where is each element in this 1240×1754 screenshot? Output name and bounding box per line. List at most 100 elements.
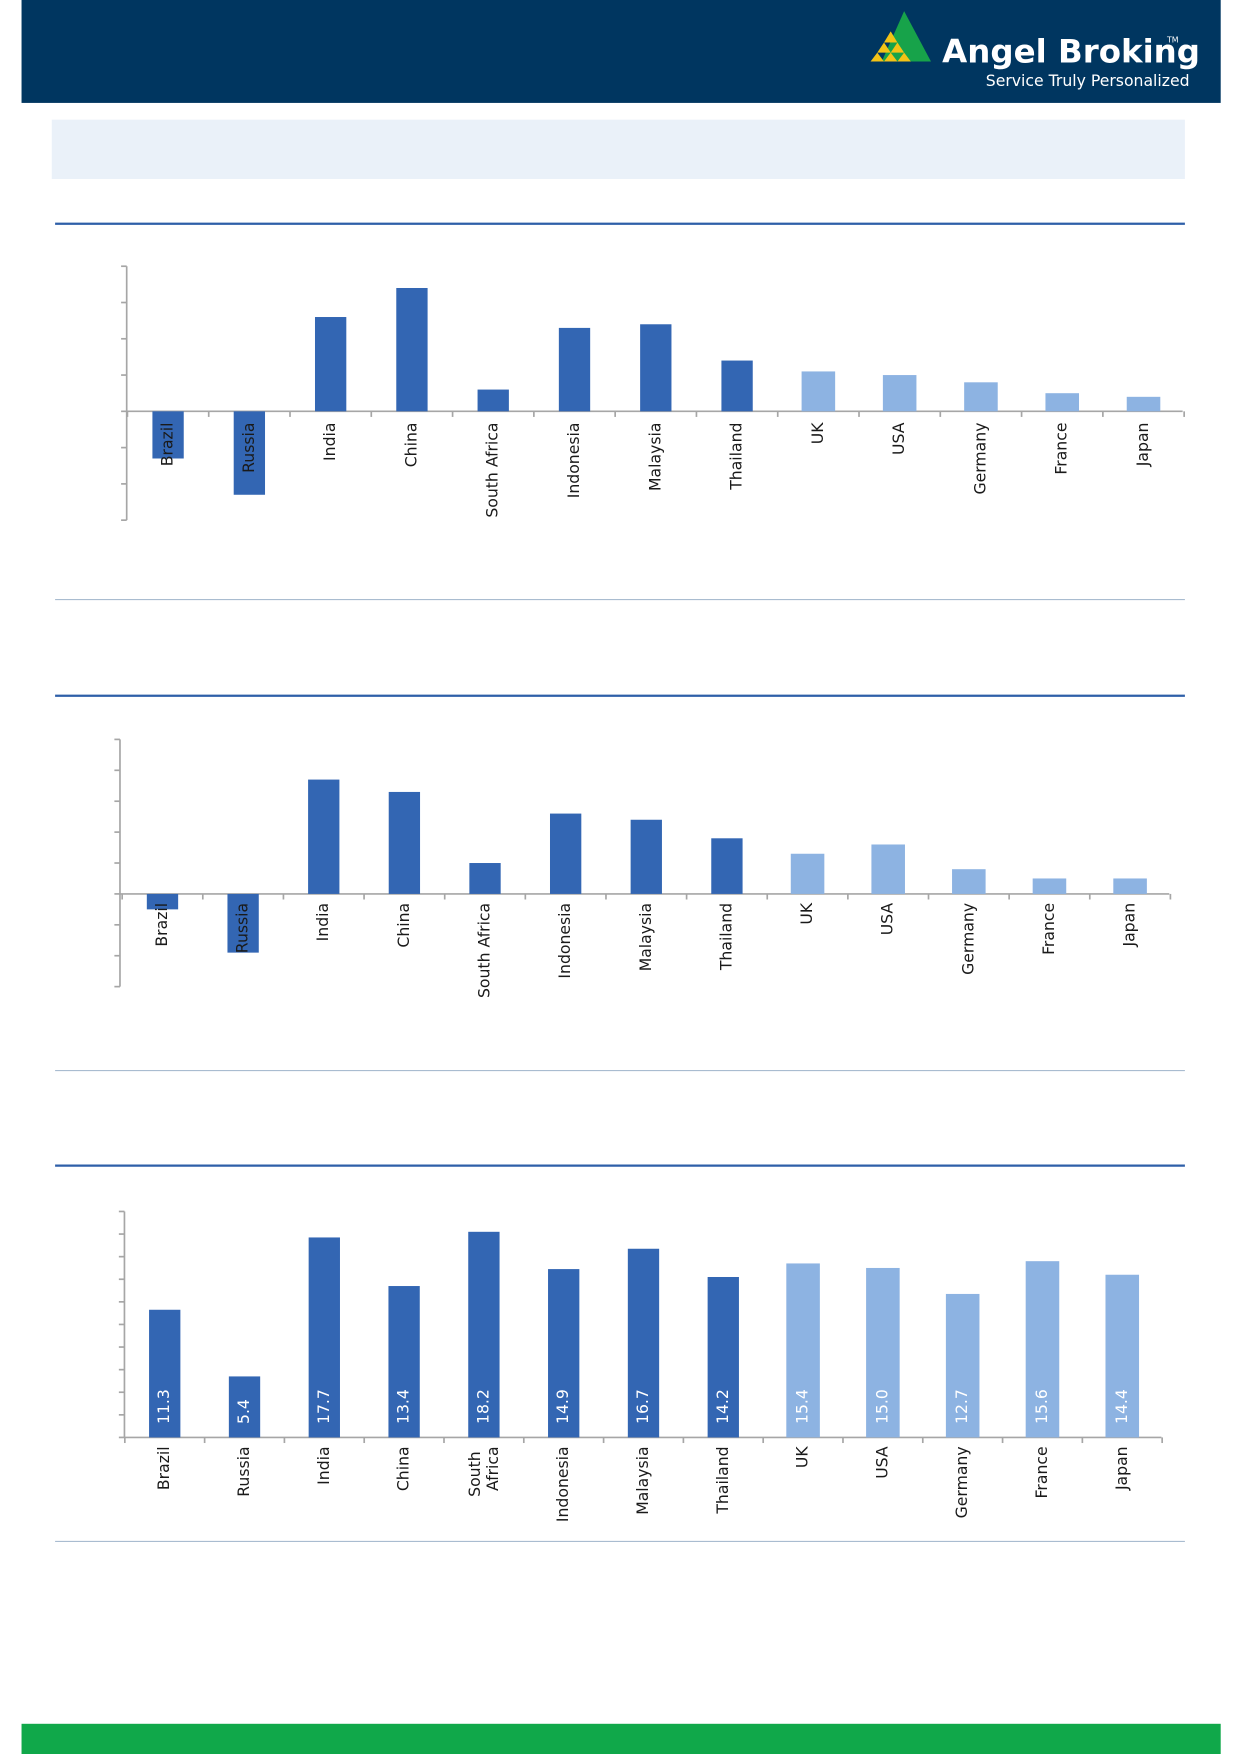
value-label: 16.7: [633, 1389, 652, 1424]
bar: [149, 1309, 181, 1438]
category-label: Brazil: [158, 423, 177, 467]
bar: [1126, 396, 1161, 412]
brand-name: Angel Broking: [942, 33, 1200, 71]
bar: [711, 838, 743, 894]
bar: [388, 1286, 420, 1438]
category-label: Brazil: [154, 1446, 173, 1490]
category-label: Thailand: [713, 1446, 732, 1514]
bar: [228, 1376, 261, 1438]
value-label: 15.0: [872, 1389, 891, 1424]
bar: [627, 1248, 660, 1438]
category-label: Japan: [1112, 1446, 1131, 1491]
bar: [549, 813, 582, 894]
bar: [468, 1231, 500, 1438]
category-label: UK: [808, 422, 827, 444]
value-label: 14.2: [713, 1389, 732, 1424]
bar: [558, 327, 591, 412]
category-label: China: [394, 1446, 413, 1491]
category-label: France: [1052, 423, 1071, 475]
bar: [945, 1293, 980, 1438]
value-label: 12.7: [952, 1389, 971, 1424]
category-label: Russia: [233, 903, 252, 953]
bar: [308, 779, 340, 894]
bar: [396, 287, 428, 412]
value-label: 13.4: [394, 1389, 413, 1424]
bar: [146, 893, 179, 910]
bar: [630, 819, 662, 894]
category-label: South Africa: [475, 903, 494, 998]
category-label: Germany: [952, 1446, 971, 1518]
value-label: 14.9: [553, 1389, 572, 1424]
tagline: Service Truly Personalized: [986, 71, 1190, 90]
bar: [1113, 878, 1147, 894]
value-label: 17.7: [314, 1389, 333, 1424]
bar: [882, 375, 917, 412]
category-label: Thailand: [727, 423, 746, 491]
bar: [152, 411, 184, 459]
bar: [388, 791, 421, 894]
bar: [1032, 878, 1067, 894]
bar: [469, 863, 501, 894]
category-label: UK: [793, 1446, 812, 1468]
bar: [233, 411, 266, 495]
bar: [871, 844, 905, 894]
category-label: Russia: [239, 423, 258, 473]
value-label: 11.3: [154, 1389, 173, 1424]
category-label: Malaysia: [636, 903, 655, 971]
header-bar: [21, 0, 1221, 103]
bar: [1025, 1261, 1060, 1438]
category-label: Japan: [1133, 423, 1152, 468]
category-label: Indonesia: [553, 1446, 572, 1522]
bar: [952, 869, 986, 894]
bar: [1045, 393, 1080, 412]
bar: [790, 853, 825, 894]
value-label: 18.2: [473, 1389, 492, 1424]
bar: [866, 1267, 900, 1438]
trademark: TM: [1166, 36, 1179, 45]
category-label: Germany: [970, 423, 989, 495]
bar: [477, 389, 509, 412]
bar: [308, 1237, 340, 1438]
value-label: 15.6: [1032, 1389, 1051, 1424]
bar: [1105, 1274, 1140, 1438]
category-label: Germany: [958, 903, 977, 975]
category-label: Malaysia: [645, 423, 664, 491]
bar: [801, 371, 836, 412]
bar: [548, 1269, 580, 1438]
category-label: France: [1032, 1446, 1051, 1498]
category-label: Malaysia: [633, 1446, 652, 1514]
category-label: India: [320, 423, 339, 461]
category-label: China: [401, 423, 420, 468]
category-label: India: [313, 903, 332, 941]
category-label: Russia: [234, 1446, 253, 1496]
bar: [786, 1263, 820, 1438]
bar: [227, 893, 259, 953]
title-band: [51, 119, 1185, 179]
category-label: South Africa: [464, 1446, 501, 1496]
value-label: 14.4: [1112, 1389, 1131, 1424]
category-label: USA: [872, 1446, 891, 1479]
bar: [314, 317, 347, 412]
bar: [707, 1276, 739, 1438]
category-label: USA: [889, 422, 908, 455]
category-label: Brazil: [152, 903, 171, 947]
footer-bar: [21, 1723, 1221, 1754]
category-label: South Africa: [483, 423, 502, 518]
category-label: France: [1039, 903, 1058, 955]
bar: [721, 360, 753, 412]
category-label: USA: [878, 903, 897, 936]
category-label: China: [394, 903, 413, 948]
category-label: UK: [797, 902, 816, 924]
logo: [870, 11, 931, 62]
category-label: Japan: [1120, 903, 1139, 948]
value-label: 15.4: [793, 1389, 812, 1424]
bar: [640, 324, 672, 412]
category-label: Indonesia: [555, 903, 574, 979]
category-label: Thailand: [716, 903, 735, 971]
value-label: 5.4: [234, 1399, 253, 1424]
bar: [964, 382, 998, 412]
category-label: Indonesia: [564, 423, 583, 499]
category-label: India: [314, 1446, 333, 1484]
section-rules: [55, 222, 1185, 1543]
